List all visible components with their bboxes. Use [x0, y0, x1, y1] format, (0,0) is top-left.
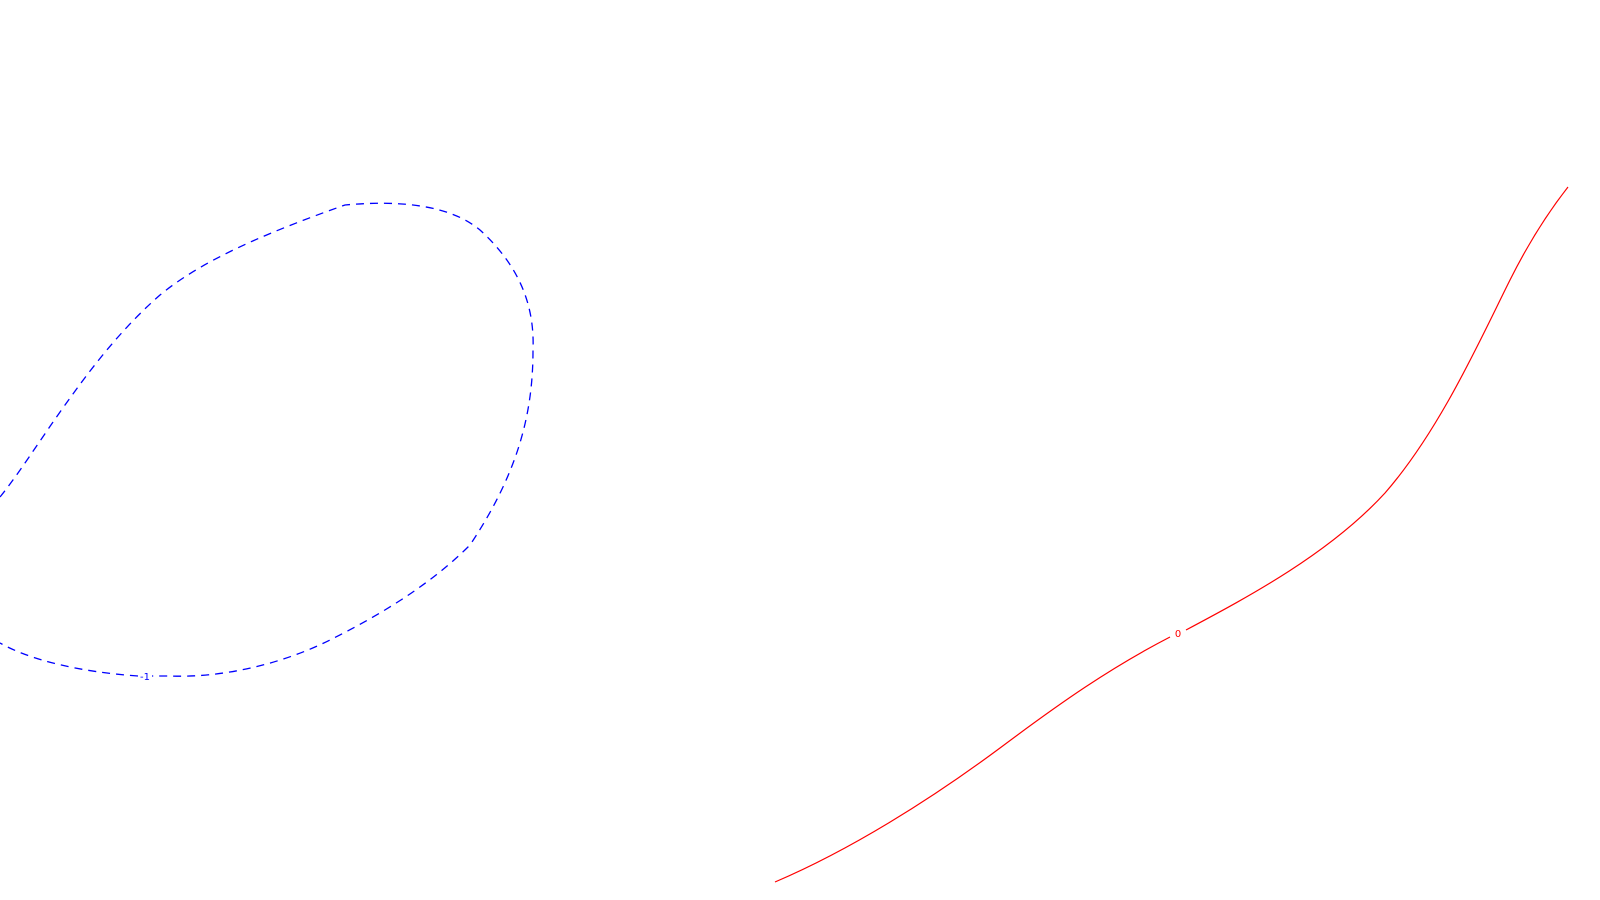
- contour-label-negative-one: -1: [140, 672, 150, 683]
- contour-line-zero: [774, 186, 1569, 883]
- contour-line-negative-one: [0, 202, 534, 677]
- contour-label-zero: 0: [1175, 629, 1181, 640]
